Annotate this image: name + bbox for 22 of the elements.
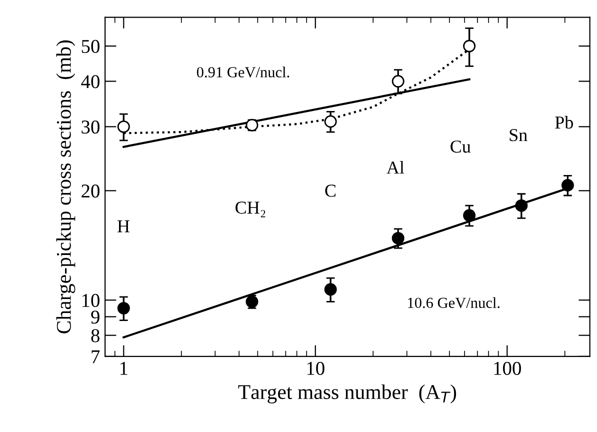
y-tick-label: 20	[82, 184, 100, 198]
annotation: Cu	[450, 140, 471, 153]
y-tick-label: 7	[92, 350, 100, 364]
annotation: Sn	[510, 129, 528, 142]
annotation: Pb	[555, 116, 573, 129]
x-tick-label: 10	[307, 362, 324, 375]
y-tick-label: 9	[91, 310, 100, 324]
annotation: C	[325, 184, 336, 197]
y-tick-label: 10	[82, 294, 100, 308]
x-tick-label: 1	[120, 362, 128, 375]
annotation: H	[117, 220, 130, 232]
y-tick-label: 8	[91, 329, 100, 342]
y-axis-title: Charge-pickup cross sections (mb)	[56, 40, 76, 334]
annotation: CH₂	[236, 202, 266, 218]
annotation: Al	[386, 161, 404, 174]
x-tick-label: 100	[494, 362, 521, 375]
annotation: 10.6 GeV/nucl.	[408, 297, 500, 308]
y-tick-label: 40	[81, 75, 100, 88]
y-tick-label: 50	[82, 40, 100, 53]
annotation: 0.91 GeV/nucl.	[196, 66, 290, 78]
y-tick-label: 30	[82, 120, 100, 134]
x-axis-title: Target mass number (A$_{T}$)	[238, 384, 456, 404]
